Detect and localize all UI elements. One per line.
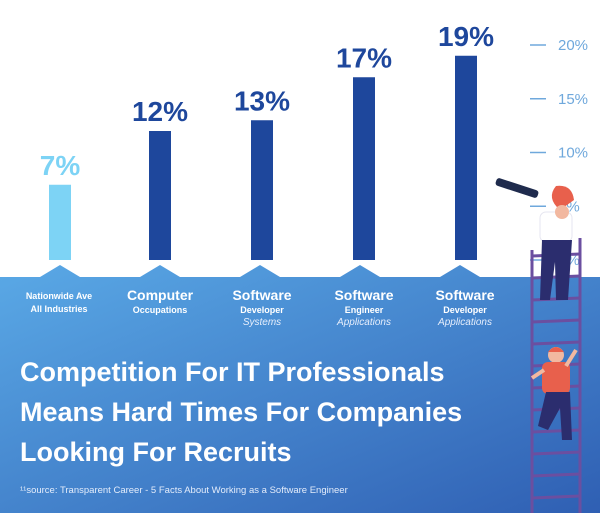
headline-line-1: Competition For IT Professionals — [20, 357, 445, 387]
ladder-rung — [531, 472, 581, 478]
bar-3 — [251, 120, 273, 260]
ladder-rung — [531, 428, 581, 434]
bar-group — [49, 55, 477, 260]
man-climbing-illustration — [530, 347, 578, 440]
bar-value-label-2: 12% — [132, 96, 188, 127]
bar-5 — [455, 55, 477, 260]
y-tick-label-3: 10% — [558, 145, 588, 162]
y-tick-label-2: 15% — [558, 91, 588, 108]
bar-4 — [353, 77, 375, 260]
headline: Competition For IT Professionals Means H… — [20, 352, 490, 472]
category-label-3: Software Developer Systems — [232, 287, 292, 329]
y-tick-label-1: 20% — [558, 37, 588, 54]
headline-line-2: Means Hard Times For Companies — [20, 397, 463, 427]
headline-line-3: Looking For Recruits — [20, 437, 292, 467]
woman-with-telescope-illustration — [495, 178, 574, 300]
bar-1 — [49, 184, 71, 260]
bar-2 — [149, 131, 171, 260]
bar-value-label-3: 13% — [234, 85, 290, 116]
ladder-rung — [531, 450, 581, 456]
category-label-1: Nationwide Ave All Industries — [25, 291, 93, 315]
category-label-5: Software Developer Applications — [435, 287, 495, 329]
category-label-2: Computer Occupations — [126, 287, 194, 316]
bar-label-group: 7% 12% 13% 17% 19% — [40, 21, 494, 181]
bar-value-label-5: 19% — [438, 21, 494, 52]
background-panel — [0, 265, 600, 513]
source-note: ¹¹source: Transparent Career - 5 Facts A… — [20, 485, 348, 496]
category-label-4: Software Engineer Applications — [334, 287, 394, 329]
ladder-rung — [531, 494, 581, 500]
ladder-rung — [531, 340, 581, 346]
ladder-rung — [531, 318, 581, 324]
bar-value-label-1: 7% — [40, 150, 81, 181]
bar-value-label-4: 17% — [336, 42, 392, 73]
